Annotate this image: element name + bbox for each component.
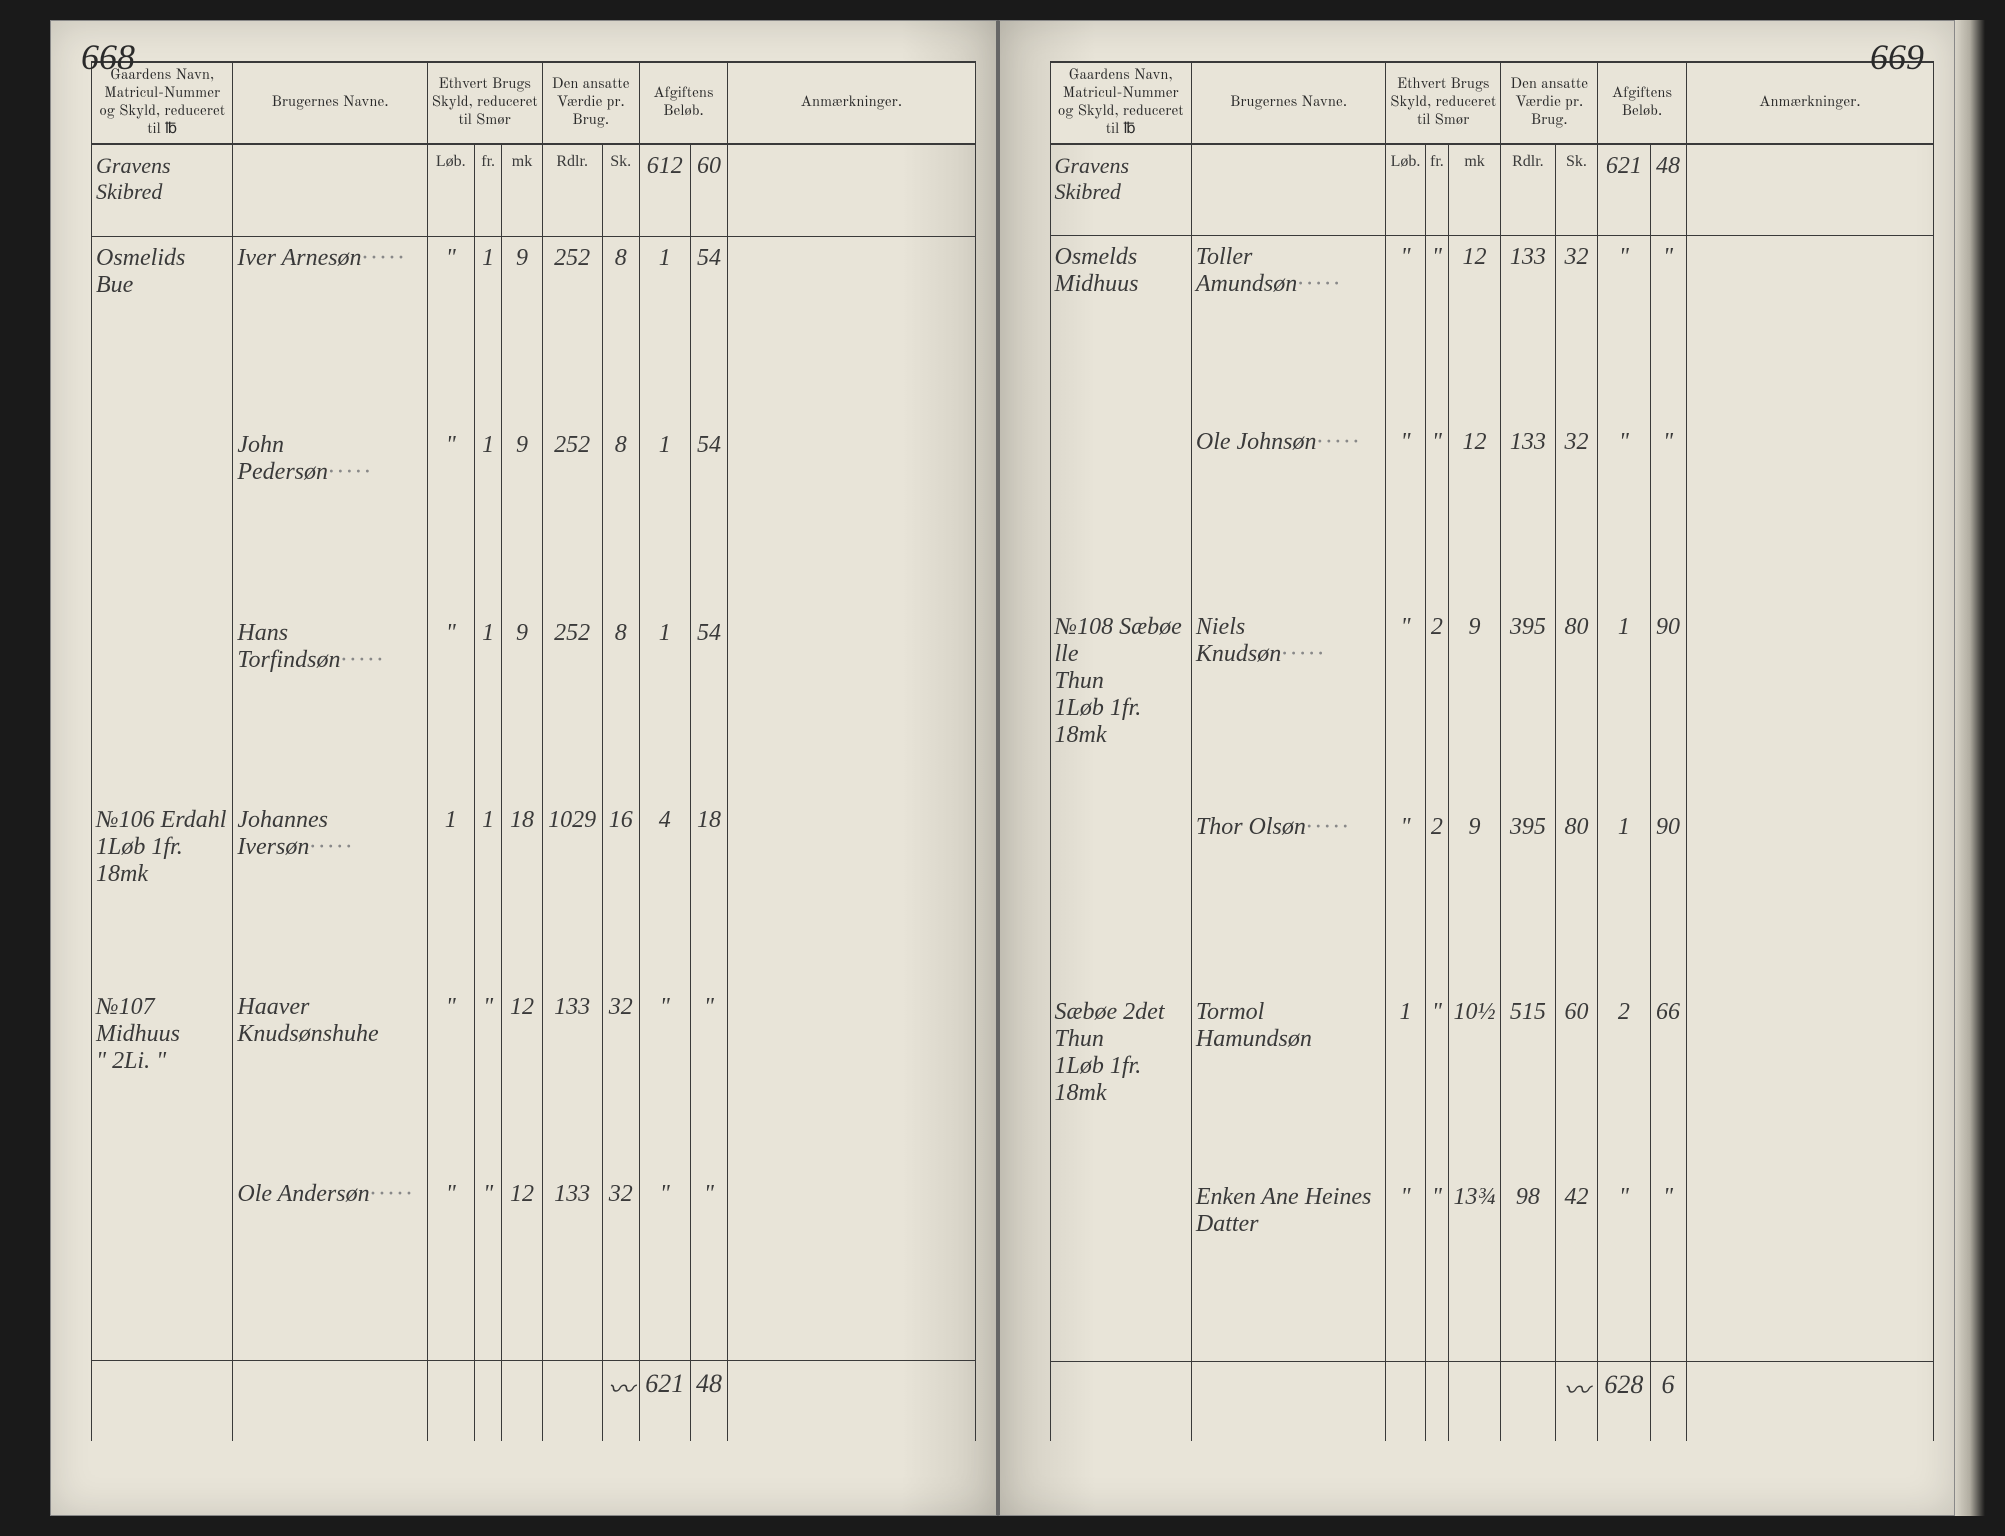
carry-a2: 60 [690, 144, 727, 237]
sub-skyld1: Løb. [427, 144, 474, 237]
header-bruger: Brugernes Navne. [1191, 62, 1385, 144]
totals-row: 〰 628 6 [1050, 1362, 1934, 1441]
table-row: Ole Johnsøn " " 12 133 32 " " [1050, 421, 1934, 606]
header-vaerdie: Den ansatte Værdie pr. Brug. [1501, 62, 1598, 144]
cell-s1: " [427, 237, 474, 424]
ledger-table-left: Gaardens Navn, Matricul-Nummer og Skyld,… [91, 61, 976, 1441]
left-page: 668 Gaardens Navn, Matricul-Nummer og Sk… [50, 20, 998, 1516]
carry-a2: 48 [1650, 144, 1686, 236]
cell-s3: 9 [502, 237, 542, 424]
total-a1: 628 [1598, 1362, 1650, 1441]
table-row: №108 Sæbøe lle Thun 1Løb 1fr. 18mk Niels… [1050, 606, 1934, 806]
total-a2: 6 [1650, 1362, 1686, 1441]
right-page: 669 Gaardens Navn, Matricul-Nummer og Sk… [998, 20, 1956, 1516]
subheader-row: Gravens Skibred Løb. fr. mk Rdlr. Sk. 61… [92, 144, 976, 237]
total-a2: 48 [690, 1361, 727, 1441]
cell-gaard: Osmelds Midhuus [1050, 236, 1191, 421]
table-row: Enken Ane Heines Datter " " 13¾ 98 42 " … [1050, 1176, 1934, 1361]
cell-gaard [92, 612, 233, 799]
cell-v2: 8 [602, 237, 639, 424]
district-label: Gravens Skibred [92, 144, 233, 237]
cell-gaard: №106 Erdahl 1Løb 1fr. 18mk [92, 799, 233, 986]
cell-bruger: Ole Andersøn [233, 1173, 427, 1360]
sub-vaerdie2: Sk. [602, 144, 639, 237]
book-edge-right [1955, 20, 1985, 1516]
header-skyld: Ethvert Brugs Skyld, reduceret til Smør [1386, 62, 1501, 144]
header-bruger: Brugernes Navne. [233, 62, 427, 144]
table-row: Hans Torfindsøn " 1 9 252 8 1 54 [92, 612, 976, 799]
cell-a2: 54 [690, 237, 727, 424]
ledger-book: 668 Gaardens Navn, Matricul-Nummer og Sk… [20, 20, 1985, 1516]
cell-a1: 1 [639, 237, 690, 424]
cell-bruger: Toller Amundsøn [1191, 236, 1385, 421]
sub-skyld2: fr. [474, 144, 502, 237]
sub-vaerdie1: Rdlr. [542, 144, 602, 237]
table-row: Ole Andersøn " " 12 133 32 " " [92, 1173, 976, 1360]
carry-a1: 621 [1598, 144, 1650, 236]
table-row: №107 Midhuus " 2Li. " Haaver Knudsønshuh… [92, 986, 976, 1173]
cell-anm [728, 237, 975, 424]
sub-skyld3: mk [502, 144, 542, 237]
ledger-table-right: Gaardens Navn, Matricul-Nummer og Skyld,… [1050, 61, 1935, 1441]
header-anm: Anmærkninger. [728, 62, 975, 144]
header-gaard: Gaardens Navn, Matricul-Nummer og Skyld,… [1050, 62, 1191, 144]
table-row: John Pedersøn " 1 9 252 8 1 54 [92, 424, 976, 611]
table-row: Sæbøe 2det Thun 1Løb 1fr. 18mk Tormol Ha… [1050, 991, 1934, 1176]
book-edge-left [20, 20, 50, 1516]
district-label: Gravens Skibred [1050, 144, 1191, 236]
flourish-icon: 〰 [602, 1361, 639, 1441]
header-skyld: Ethvert Brugs Skyld, reduceret til Smør [427, 62, 542, 144]
cell-gaard [92, 1173, 233, 1360]
subheader-row: Gravens Skibred Løb. fr. mk Rdlr. Sk. 62… [1050, 144, 1934, 236]
table-row: №106 Erdahl 1Løb 1fr. 18mk Johannes Iver… [92, 799, 976, 986]
cell-bruger: John Pedersøn [233, 424, 427, 611]
flourish-icon: 〰 [1555, 1362, 1598, 1441]
header-afgift: Afgiftens Beløb. [1598, 62, 1686, 144]
cell-gaard [92, 424, 233, 611]
cell-gaard: №107 Midhuus " 2Li. " [92, 986, 233, 1173]
table-row: Osmelds Midhuus Toller Amundsøn " " 12 1… [1050, 236, 1934, 421]
cell-bruger: Hans Torfindsøn [233, 612, 427, 799]
page-number-right: 669 [1870, 36, 1924, 78]
page-number-left: 668 [81, 36, 135, 78]
cell-bruger: Johannes Iversøn [233, 799, 427, 986]
total-a1: 621 [639, 1361, 690, 1441]
carry-a1: 612 [639, 144, 690, 237]
cell-bruger: Iver Arnesøn [233, 237, 427, 424]
table-row: Osmelids Bue Iver Arnesøn " 1 9 252 8 1 … [92, 237, 976, 424]
cell-bruger: Haaver Knudsønshuhe [233, 986, 427, 1173]
cell-gaard: Osmelids Bue [92, 237, 233, 424]
totals-row: 〰 621 48 [92, 1361, 976, 1441]
header-vaerdie: Den ansatte Værdie pr. Brug. [542, 62, 639, 144]
cell-s2: 1 [474, 237, 502, 424]
header-afgift: Afgiftens Beløb. [639, 62, 727, 144]
cell-v1: 252 [542, 237, 602, 424]
table-row: Thor Olsøn " 2 9 395 80 1 90 [1050, 806, 1934, 991]
